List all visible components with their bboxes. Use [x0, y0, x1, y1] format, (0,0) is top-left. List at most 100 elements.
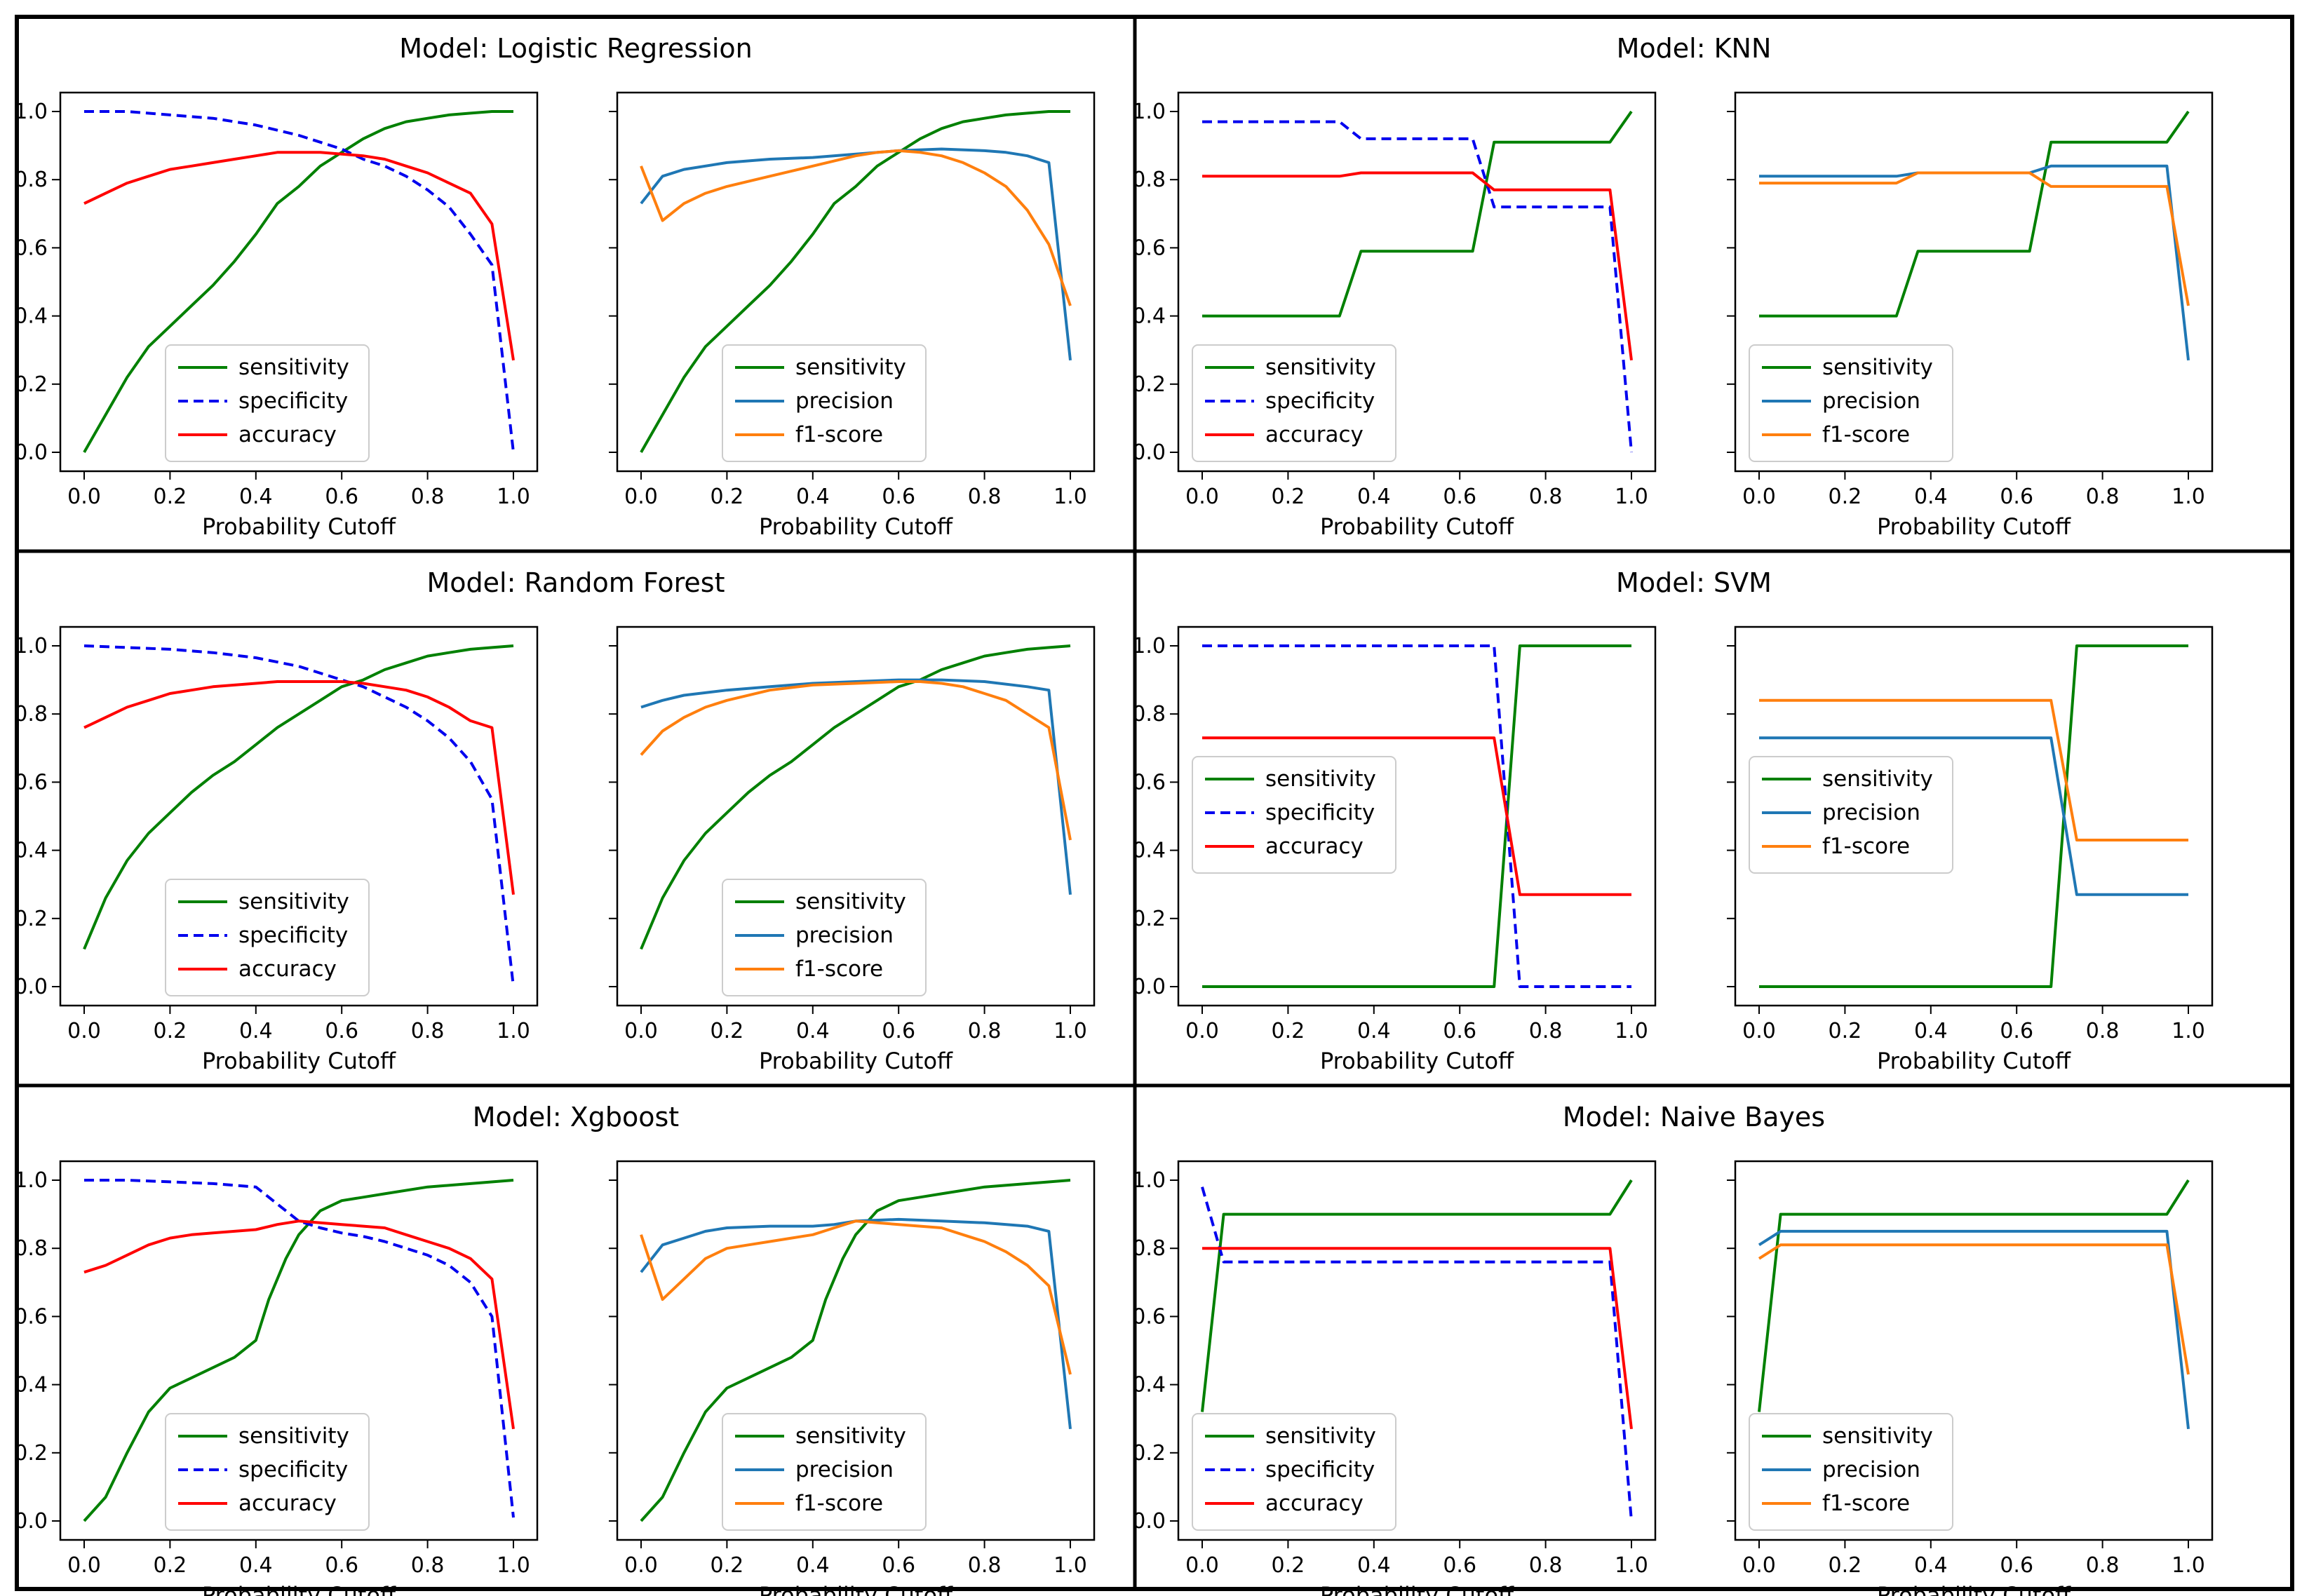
x-axis-label: Probability Cutoff [1320, 513, 1514, 540]
x-tick-label: 0.8 [968, 1553, 1002, 1578]
y-tick-label: 0.0 [14, 440, 48, 465]
chart-title: Model: Naive Bayes [1563, 1102, 1825, 1132]
y-tick-label: 0.8 [1132, 702, 1166, 726]
y-tick-label: 0.8 [14, 1236, 48, 1261]
legend-label-accuracy: accuracy [238, 1491, 337, 1516]
y-tick-label: 0.2 [1132, 372, 1166, 397]
x-tick-label: 1.0 [1615, 1553, 1648, 1578]
series-line-sensitivity [1759, 110, 2190, 318]
series-line-sensitivity [83, 644, 514, 950]
legend-label-specificity: specificity [238, 1457, 348, 1482]
series-line-sensitivity [1758, 1179, 2190, 1412]
legend-label-f1-score: f1-score [795, 956, 883, 982]
series-line-f1-score [1759, 171, 2190, 306]
series-line-sensitivity [1202, 110, 1633, 318]
chart-title: Model: Xgboost [473, 1102, 679, 1132]
subplot-4-0: 0.0 0.2 0.4 0.6 0.8 1.00.00.20.40.60.81.0Prob… [14, 1160, 539, 1596]
legend-label-precision: precision [795, 1457, 894, 1482]
y-tick-label: 0.2 [14, 907, 48, 931]
y-tick-label: 0.8 [14, 702, 48, 726]
y-tick-label: 0.4 [1132, 304, 1166, 329]
y-tick-label: 0.6 [14, 236, 48, 260]
series-line-sensitivity [640, 1179, 1071, 1522]
series-line-sensitivity [1201, 1179, 1633, 1412]
legend: sensitivity specificity accuracy [165, 344, 370, 462]
series-line-specificity [1202, 120, 1633, 453]
x-axis-label: Probability Cutoff [1877, 1048, 2071, 1074]
subplot-3-1: 0.0 0.2 0.4 0.6 0.8 1.0 Probability Cutoff sens… [1727, 625, 2214, 1074]
legend-box [1192, 344, 1396, 462]
legend-box [165, 1413, 370, 1531]
y-tick-label: 0.4 [14, 1373, 48, 1398]
subplot-0-1: 0.0 0.2 0.4 0.6 0.8 1.0 Probability Cutoff sens… [609, 91, 1096, 540]
x-tick-label: 0.0 [67, 485, 101, 509]
legend-label-accuracy: accuracy [238, 956, 337, 982]
legend-label-sensitivity: sensitivity [795, 1423, 906, 1449]
x-tick-label: 0.2 [1829, 1553, 1862, 1578]
x-tick-label: 0.8 [2086, 1553, 2120, 1578]
x-tick-label: 0.0 [624, 1553, 658, 1578]
series-line-sensitivity [83, 110, 513, 453]
y-tick-label: 0.0 [1132, 440, 1166, 465]
y-tick-label: 1.0 [14, 100, 48, 124]
y-tick-label: 0.6 [1132, 236, 1166, 260]
x-tick-label: 0.0 [1185, 1019, 1219, 1043]
series-line-f1-score [640, 1219, 1072, 1375]
legend-box [722, 344, 927, 462]
series-line-accuracy [1202, 171, 1633, 361]
legend-label-accuracy: accuracy [1265, 1491, 1364, 1516]
x-tick-label: 0.8 [411, 1553, 445, 1578]
legend-label-precision: precision [795, 923, 894, 948]
series-line-specificity [84, 110, 515, 453]
series-line-f1-score [640, 680, 1072, 841]
chart-title: Model: KNN [1617, 33, 1772, 64]
x-tick-label: 0.6 [1443, 1019, 1476, 1043]
x-tick-label: 1.0 [1615, 485, 1648, 509]
x-tick-label: 0.6 [2000, 1553, 2033, 1578]
legend: sensitivity specificity accuracy [1192, 1413, 1396, 1531]
x-axis-label: Probability Cutoff [202, 1048, 396, 1074]
subplot-2-1: 0.0 0.2 0.4 0.6 0.8 1.0 Probability Cutoff sens… [609, 625, 1096, 1074]
legend: sensitivity specificity accuracy [165, 879, 370, 996]
series-line-sensitivity [640, 644, 1071, 950]
subplot-1-0: 0.0 0.2 0.4 0.6 0.8 1.0 0.0 0.2 0.4 0.6 0.8 1.0 Prob… [1132, 91, 1657, 540]
legend-label-sensitivity: sensitivity [1822, 1423, 1933, 1449]
series-line-sensitivity [640, 110, 1070, 453]
x-tick-label: 0.6 [1443, 485, 1476, 509]
subplot-2-0: 0.0 0.2 0.4 0.6 0.8 1.0 0.0 0.2 0.4 0.6 0.8 1.0 Prob… [14, 625, 539, 1074]
x-tick-label: 0.4 [796, 1019, 830, 1043]
x-tick-label: 1.0 [1053, 1553, 1087, 1578]
x-tick-label: 0.4 [239, 1553, 273, 1578]
legend: sensitivity precision f1-score [1749, 1413, 1953, 1531]
legend-label-sensitivity: sensitivity [238, 1423, 349, 1449]
series-line-precision [1759, 736, 2188, 896]
legend-label-precision: precision [795, 388, 894, 414]
x-tick-label: 0.2 [1829, 485, 1862, 509]
y-tick-label: 0.6 [14, 770, 48, 794]
legend: sensitivity specificity accuracy [1192, 344, 1396, 462]
x-tick-label: 0.6 [2000, 1019, 2033, 1043]
y-tick-label: 0.2 [1132, 1441, 1166, 1466]
x-tick-label: 0.6 [325, 1553, 358, 1578]
x-tick-label: 0.6 [882, 485, 915, 509]
x-tick-label: 0.0 [1185, 485, 1219, 509]
series-line-f1-score [1758, 1243, 2190, 1375]
legend-label-accuracy: accuracy [1265, 834, 1364, 859]
y-tick-label: 0.8 [1132, 168, 1166, 192]
x-axis-label: Probability Cutoff [759, 1048, 953, 1074]
legend-box [1192, 756, 1396, 874]
y-tick-label: 1.0 [1132, 634, 1166, 658]
chart-panel-4: Model: Xgboost 0.0 0.2 0.4 0.6 0.8 1.0 0.0 0.2 0.… [14, 1102, 1096, 1596]
x-tick-label: 0.8 [2086, 485, 2120, 509]
series-line-specificity [84, 1179, 515, 1518]
legend: sensitivity precision f1-score [1749, 344, 1953, 462]
x-tick-label: 0.0 [67, 1553, 101, 1578]
legend-label-precision: precision [1822, 1457, 1920, 1482]
x-tick-label: 1.0 [2172, 1553, 2205, 1578]
x-axis-label: Probability Cutoff [202, 513, 396, 540]
chart-panel-3: Model: SVM 0.0 0.2 0.4 0.6 0.8 1.0 0.0 0.2 0.4 0.6… [1132, 567, 2214, 1074]
x-tick-label: 1.0 [1053, 485, 1087, 509]
x-tick-label: 0.2 [1272, 1553, 1305, 1578]
x-tick-label: 0.2 [154, 485, 187, 509]
